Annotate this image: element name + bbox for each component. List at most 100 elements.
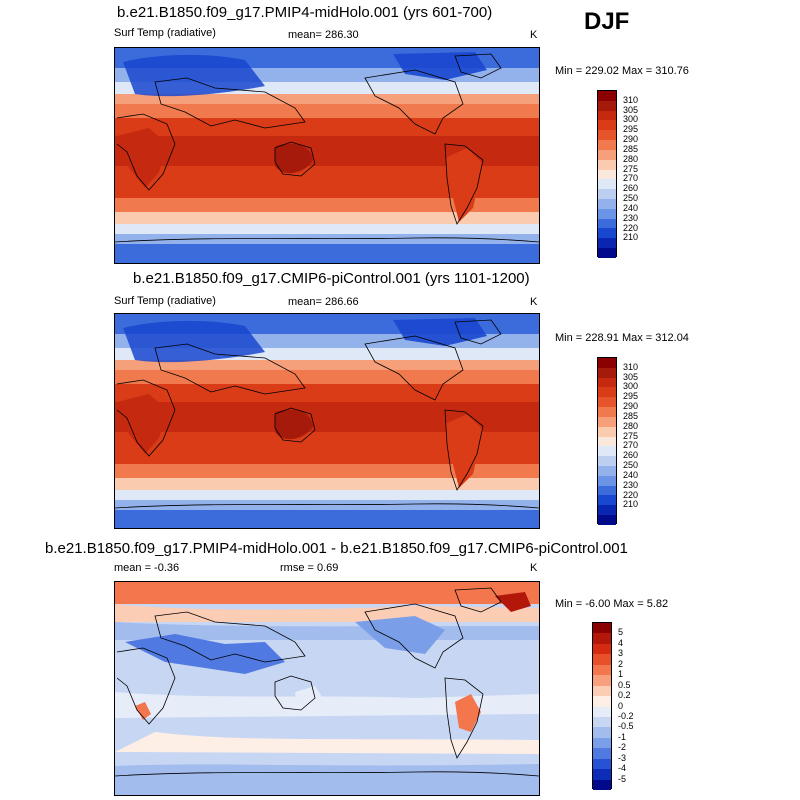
- colorbar-tick-label: 220: [623, 222, 639, 233]
- colorbar-tick-label: 260: [623, 450, 639, 461]
- colorbar-swatch: [593, 706, 611, 717]
- colorbar-swatch: [598, 248, 616, 258]
- colorbar-swatch: [598, 198, 616, 209]
- colorbar-tick-label: -0.5: [618, 721, 634, 732]
- colorbar-swatch: [593, 654, 611, 665]
- colorbar-tick-label: 295: [623, 391, 639, 402]
- colorbar-tick-label: 240: [623, 469, 639, 480]
- colorbar-tick-label: 290: [623, 401, 639, 412]
- colorbar-tick-label: 250: [623, 193, 639, 204]
- colorbar-swatch: [593, 675, 611, 686]
- colorbar-tick-label: 300: [623, 114, 639, 125]
- colorbar-swatch: [598, 446, 616, 457]
- colorbar-tick-label: 240: [623, 202, 639, 213]
- colorbar-tick-label: 285: [623, 410, 639, 421]
- colorbar-swatch: [598, 179, 616, 190]
- colorbar-tick-label: 210: [623, 232, 639, 243]
- colorbar-swatch: [593, 748, 611, 759]
- colorbar-tick-label: -0.2: [618, 710, 634, 721]
- colorbar-tick-label: 310: [623, 94, 639, 105]
- colorbar-swatch: [593, 758, 611, 770]
- colorbar-swatch: [598, 377, 616, 388]
- colorbar-tick-label: 0: [618, 700, 624, 711]
- colorbar-tick-label: 0.2: [618, 690, 631, 701]
- colorbar-swatch: [598, 130, 616, 141]
- panel-1-minmax: Min = 229.02 Max = 310.76: [555, 65, 689, 77]
- panel-1-colorbar-swatches: [597, 90, 617, 258]
- colorbar-tick-label: 305: [623, 104, 639, 115]
- colorbar-swatch: [593, 664, 611, 676]
- colorbar-tick-label: 3: [618, 648, 624, 659]
- panel-3-title: b.e21.B1850.f09_g17.PMIP4-midHolo.001 - …: [45, 540, 628, 557]
- colorbar-swatch: [598, 397, 616, 408]
- colorbar-tick-label: 1: [618, 669, 624, 680]
- colorbar-tick-label: 250: [623, 460, 639, 471]
- colorbar-swatch: [593, 737, 611, 749]
- colorbar-swatch: [593, 727, 611, 738]
- panel-2-mean-label: mean= 286.66: [288, 296, 359, 308]
- colorbar-tick-label: 290: [623, 134, 639, 145]
- colorbar-swatch: [598, 367, 616, 378]
- season-label: DJF: [584, 8, 630, 35]
- colorbar-tick-label: 275: [623, 430, 639, 441]
- colorbar-swatch: [598, 358, 616, 368]
- colorbar-tick-label: 220: [623, 489, 639, 500]
- panel-1-mean-label: mean= 286.30: [288, 29, 359, 41]
- colorbar-swatch: [598, 238, 616, 248]
- panel-2-minmax: Min = 228.91 Max = 312.04: [555, 332, 689, 344]
- colorbar-tick-label: 280: [623, 153, 639, 164]
- colorbar-swatch: [598, 100, 616, 111]
- colorbar-tick-label: -1: [618, 731, 627, 742]
- colorbar-tick-label: 230: [623, 212, 639, 223]
- colorbar-tick-label: 0.5: [618, 679, 631, 690]
- colorbar-swatch: [598, 465, 616, 476]
- colorbar-swatch: [593, 779, 611, 790]
- panel-3-units-label: K: [530, 562, 538, 574]
- colorbar-tick-label: 300: [623, 381, 639, 392]
- colorbar-swatch: [598, 515, 616, 525]
- colorbar-swatch: [598, 505, 616, 515]
- panel-2-map-field: [115, 314, 539, 528]
- colorbar-swatch: [598, 475, 616, 486]
- colorbar-swatch: [598, 149, 616, 160]
- colorbar-swatch: [593, 685, 611, 697]
- panel-2-colorbar-swatches: [597, 357, 617, 525]
- colorbar-tick-label: 5: [618, 627, 624, 638]
- colorbar-tick-label: -3: [618, 752, 627, 763]
- panel-3-rmse-label: rmse = 0.69: [280, 562, 339, 574]
- colorbar-tick-label: -5: [618, 773, 627, 784]
- colorbar-tick-label: 280: [623, 420, 639, 431]
- panel-2-units-label: K: [530, 296, 538, 308]
- colorbar-swatch: [598, 436, 616, 447]
- colorbar-swatch: [593, 716, 611, 728]
- panel-1-map: [114, 47, 540, 264]
- panel-1-units-label: K: [530, 29, 538, 41]
- panel-3-minmax: Min = -6.00 Max = 5.82: [555, 598, 669, 610]
- colorbar-swatch: [598, 208, 616, 219]
- panel-1-map-field: [115, 48, 539, 263]
- colorbar-tick-label: 270: [623, 440, 639, 451]
- panel-3-colorbar-swatches: [592, 622, 612, 790]
- colorbar-tick-label: 285: [623, 143, 639, 154]
- colorbar-swatch: [598, 110, 616, 121]
- colorbar-tick-label: 4: [618, 637, 624, 648]
- colorbar-swatch: [598, 91, 616, 101]
- panel-2-variable-label: Surf Temp (radiative): [114, 295, 216, 307]
- colorbar-swatch: [593, 643, 611, 655]
- colorbar-tick-label: -2: [618, 742, 627, 753]
- panel-1-title: b.e21.B1850.f09_g17.PMIP4-midHolo.001 (y…: [117, 4, 493, 21]
- panel-3-map-field: [115, 582, 539, 795]
- colorbar-swatch: [598, 426, 616, 437]
- colorbar-tick-label: 305: [623, 371, 639, 382]
- colorbar-tick-label: 270: [623, 173, 639, 184]
- colorbar-swatch: [598, 407, 616, 417]
- colorbar-tick-label: 2: [618, 658, 624, 669]
- colorbar-swatch: [593, 633, 611, 644]
- panel-2-map: [114, 313, 540, 529]
- colorbar-tick-label: 260: [623, 183, 639, 194]
- panel-1-variable-label: Surf Temp (radiative): [114, 27, 216, 39]
- colorbar-swatch: [598, 387, 616, 398]
- colorbar-swatch: [593, 623, 611, 634]
- colorbar-tick-label: 275: [623, 163, 639, 174]
- panel-3-mean-label: mean = -0.36: [114, 562, 180, 574]
